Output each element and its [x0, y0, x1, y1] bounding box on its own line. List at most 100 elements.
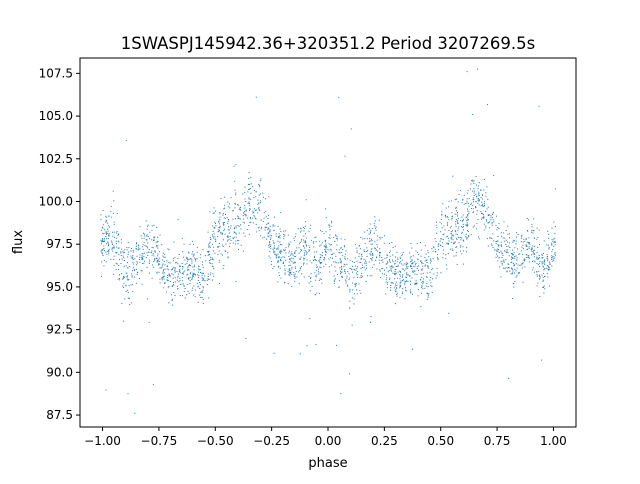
data-point	[215, 223, 217, 225]
data-point	[132, 257, 134, 259]
data-point	[526, 254, 528, 256]
data-point	[164, 253, 166, 255]
data-point	[200, 291, 202, 293]
data-point	[107, 241, 109, 243]
data-point	[510, 262, 512, 264]
data-point	[472, 205, 474, 207]
data-point	[463, 229, 465, 231]
data-point	[328, 224, 330, 226]
data-point	[317, 271, 319, 273]
data-point	[131, 273, 133, 275]
data-point	[305, 244, 307, 246]
data-point	[401, 253, 403, 255]
data-point	[321, 282, 323, 284]
data-point	[174, 270, 176, 272]
data-point	[210, 272, 212, 274]
data-point	[356, 251, 358, 253]
data-point	[123, 275, 124, 277]
data-point	[172, 258, 174, 260]
data-point	[267, 222, 269, 224]
data-point	[242, 215, 244, 217]
data-point	[505, 244, 507, 245]
data-point	[325, 250, 327, 252]
data-point	[461, 220, 463, 222]
data-point	[125, 285, 127, 287]
data-point	[186, 274, 188, 276]
data-point	[242, 250, 244, 252]
data-point	[450, 225, 452, 227]
data-point	[383, 242, 385, 244]
data-point	[135, 248, 137, 250]
data-point	[106, 238, 108, 240]
data-point	[542, 286, 544, 288]
data-point	[349, 277, 351, 279]
data-point	[100, 214, 102, 216]
data-point	[551, 227, 553, 229]
data-point	[404, 283, 406, 285]
data-point	[288, 244, 290, 246]
data-point	[396, 277, 398, 279]
data-point	[123, 276, 125, 278]
data-point	[388, 260, 390, 262]
data-point	[142, 244, 144, 246]
data-point	[204, 280, 206, 282]
data-point	[127, 275, 129, 277]
data-point	[528, 243, 530, 245]
data-point	[522, 244, 524, 246]
data-point	[336, 249, 338, 251]
data-point	[461, 216, 463, 218]
data-point	[186, 257, 188, 259]
data-point	[462, 223, 464, 225]
data-point	[245, 215, 247, 217]
data-point	[195, 289, 197, 291]
data-point	[162, 276, 164, 278]
data-point	[404, 298, 406, 300]
data-point	[396, 261, 398, 263]
data-point	[306, 259, 308, 261]
data-point	[316, 292, 318, 294]
data-point	[139, 248, 141, 250]
data-point	[339, 273, 341, 275]
data-point	[243, 232, 245, 234]
data-point	[526, 217, 528, 219]
data-point	[548, 248, 550, 250]
data-point	[475, 193, 477, 195]
data-point	[196, 251, 198, 253]
data-point	[122, 252, 124, 254]
data-point	[300, 227, 302, 229]
data-point	[492, 246, 494, 248]
data-point	[368, 228, 370, 230]
data-point	[284, 249, 286, 251]
data-point	[122, 250, 124, 252]
data-point	[466, 224, 468, 226]
data-point	[447, 253, 449, 255]
data-point	[461, 202, 463, 204]
data-point	[465, 236, 467, 238]
data-point	[171, 285, 173, 287]
data-point	[410, 265, 412, 267]
data-point	[344, 264, 346, 266]
data-point	[387, 271, 389, 273]
data-point	[392, 272, 394, 274]
data-point	[319, 245, 321, 247]
data-point	[315, 241, 317, 243]
data-point	[407, 280, 409, 282]
data-point	[199, 283, 201, 285]
y-tick-label: 107.5	[39, 66, 73, 80]
data-point	[141, 257, 143, 259]
data-point	[453, 242, 455, 244]
data-point	[508, 255, 510, 257]
data-point	[546, 257, 548, 259]
data-point	[541, 261, 543, 263]
data-point	[291, 266, 293, 268]
data-point	[531, 229, 533, 231]
y-tick-label: 90.0	[46, 365, 73, 379]
data-point	[339, 267, 341, 269]
data-point	[539, 260, 541, 262]
data-point	[264, 198, 266, 200]
data-point	[340, 262, 342, 264]
data-point	[425, 259, 427, 261]
data-point	[553, 245, 555, 247]
data-point	[497, 240, 499, 242]
data-point	[481, 217, 483, 219]
